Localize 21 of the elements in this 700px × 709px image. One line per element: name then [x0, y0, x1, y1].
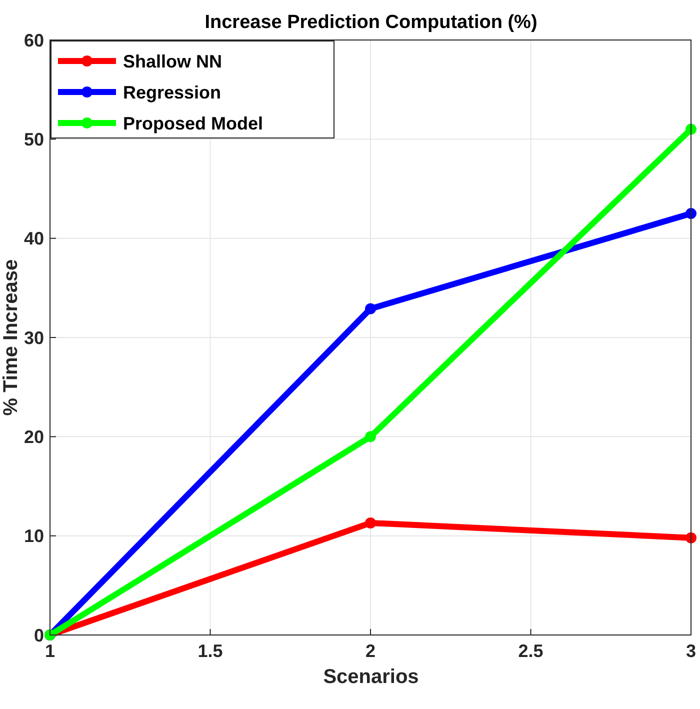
y-tick-label: 60 [24, 30, 44, 50]
x-tick-label: 1 [44, 641, 56, 661]
point [365, 303, 376, 314]
y-axis-title: % Time Increase [0, 259, 22, 416]
x-tick-label: 2 [365, 641, 376, 661]
x-tick-label: 1.5 [198, 641, 223, 661]
x-tick-label: 2.5 [518, 641, 544, 661]
x-axis-title: Scenarios [323, 666, 419, 688]
legend-label: Shallow NN [123, 51, 222, 72]
y-tick-label: 10 [24, 526, 44, 546]
y-tick-label: 50 [24, 129, 44, 150]
y-tick-label: 20 [24, 426, 44, 447]
x-tick-label: 3 [686, 641, 696, 661]
point [365, 431, 376, 442]
legend-label: Regression [123, 82, 222, 102]
point [365, 517, 376, 528]
y-tick-label: 0 [34, 625, 44, 646]
legend-label: Proposed Model [123, 113, 264, 134]
y-tick-label: 40 [24, 228, 44, 249]
chart-title: Increase Prediction Computation (%) [204, 12, 538, 33]
y-tick-label: 30 [24, 328, 44, 348]
